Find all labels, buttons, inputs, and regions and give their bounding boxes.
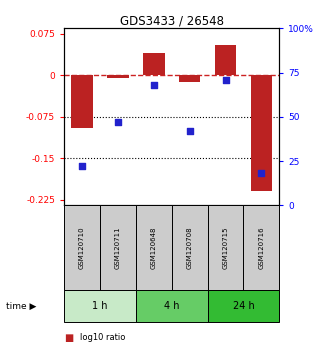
Point xyxy=(223,77,228,82)
Bar xyxy=(251,75,272,192)
Bar xyxy=(107,75,129,78)
Point xyxy=(187,128,192,134)
Point xyxy=(151,82,156,88)
Bar xyxy=(179,75,200,82)
Bar xyxy=(143,53,165,75)
Title: GDS3433 / 26548: GDS3433 / 26548 xyxy=(120,14,224,27)
Text: GSM120716: GSM120716 xyxy=(258,227,265,269)
Bar xyxy=(71,75,93,128)
Point xyxy=(259,171,264,176)
Point xyxy=(80,164,85,169)
Text: 1 h: 1 h xyxy=(92,301,108,311)
Text: 4 h: 4 h xyxy=(164,301,179,311)
Text: GSM120711: GSM120711 xyxy=(115,227,121,269)
Text: time ▶: time ▶ xyxy=(6,302,37,311)
Text: log10 ratio: log10 ratio xyxy=(80,333,126,342)
Text: GSM120710: GSM120710 xyxy=(79,227,85,269)
Point xyxy=(116,119,121,125)
Text: GSM120648: GSM120648 xyxy=(151,227,157,269)
Text: 24 h: 24 h xyxy=(232,301,254,311)
Text: ■: ■ xyxy=(64,333,74,343)
Text: GSM120715: GSM120715 xyxy=(222,227,229,269)
Text: GSM120708: GSM120708 xyxy=(187,227,193,269)
Bar xyxy=(215,45,236,75)
